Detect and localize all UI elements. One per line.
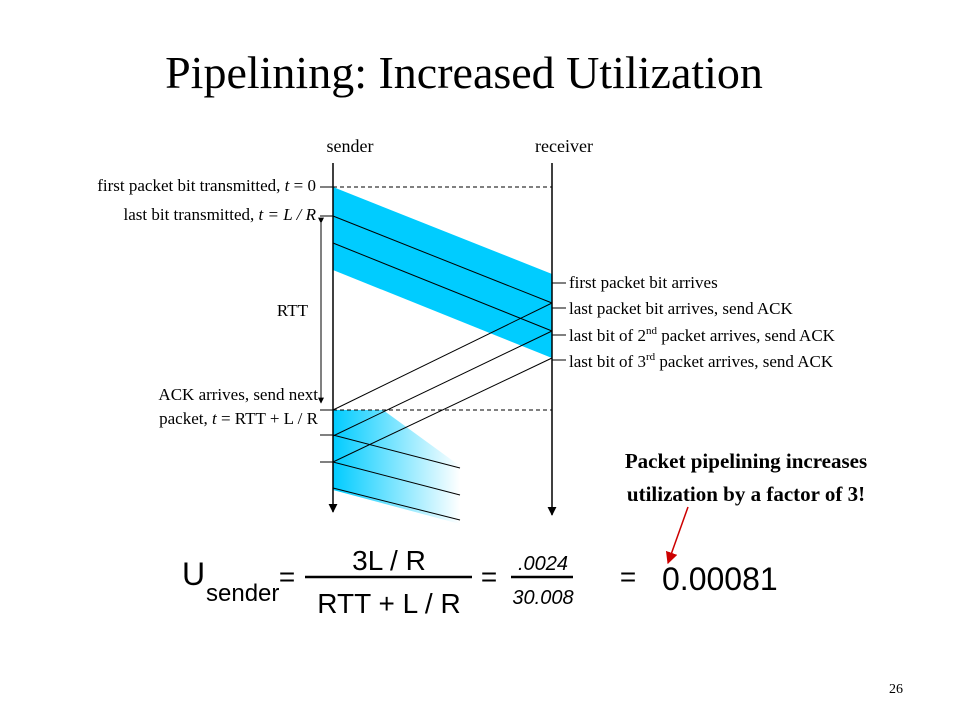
last-bit-arrives-label: last packet bit arrives, send ACK	[569, 299, 794, 318]
formula-result: 0.00081	[662, 561, 778, 597]
ack-line-2	[332, 330, 553, 437]
second-packet-arrives-label: last bit of 2nd packet arrives, send ACK	[569, 325, 836, 345]
packet-band-1	[333, 187, 552, 303]
next-packet-line-1	[332, 434, 461, 469]
packet-divider-1	[332, 215, 553, 304]
first-bit-transmitted-label: first packet bit transmitted, t = 0	[97, 176, 316, 195]
formula-denominator-1: RTT + L / R	[317, 588, 460, 619]
slide-title: Pipelining: Increased Utilization	[165, 47, 763, 98]
callout-line1: Packet pipelining increases	[625, 449, 867, 473]
ack-line-1	[332, 302, 553, 411]
formula-denominator-2: 30.008	[512, 587, 573, 609]
formula-numerator-2: .0024	[518, 553, 568, 575]
callout-line2: utilization by a factor of 3!	[627, 482, 865, 506]
next-packet-line-3	[332, 487, 461, 521]
ack-line-3	[332, 357, 553, 463]
packet-divider-2	[332, 242, 553, 332]
formula-eq-3: =	[620, 561, 636, 592]
last-bit-transmitted-label: last bit transmitted, t = L / R	[123, 205, 316, 224]
formula-u: U	[182, 556, 205, 592]
page-number: 26	[889, 682, 903, 697]
next-packet-line-2	[332, 461, 461, 496]
packet-band-2	[333, 216, 552, 331]
formula-u-subscript: sender	[206, 580, 279, 607]
rtt-label: RTT	[277, 301, 309, 320]
ack-arrives-label-line1: ACK arrives, send next	[158, 385, 318, 404]
receiver-label: receiver	[535, 136, 593, 156]
callout-arrow	[665, 506, 689, 565]
formula-numerator-1: 3L / R	[352, 545, 426, 576]
third-packet-arrives-label: last bit of 3rd packet arrives, send ACK	[569, 351, 834, 371]
ack-arrives-label-line2: packet, t = RTT + L / R	[159, 409, 319, 428]
formula-eq-1: =	[279, 561, 295, 592]
formula-eq-2: =	[481, 561, 497, 592]
first-bit-arrives-label: first packet bit arrives	[569, 273, 718, 292]
sender-label: sender	[327, 136, 374, 156]
